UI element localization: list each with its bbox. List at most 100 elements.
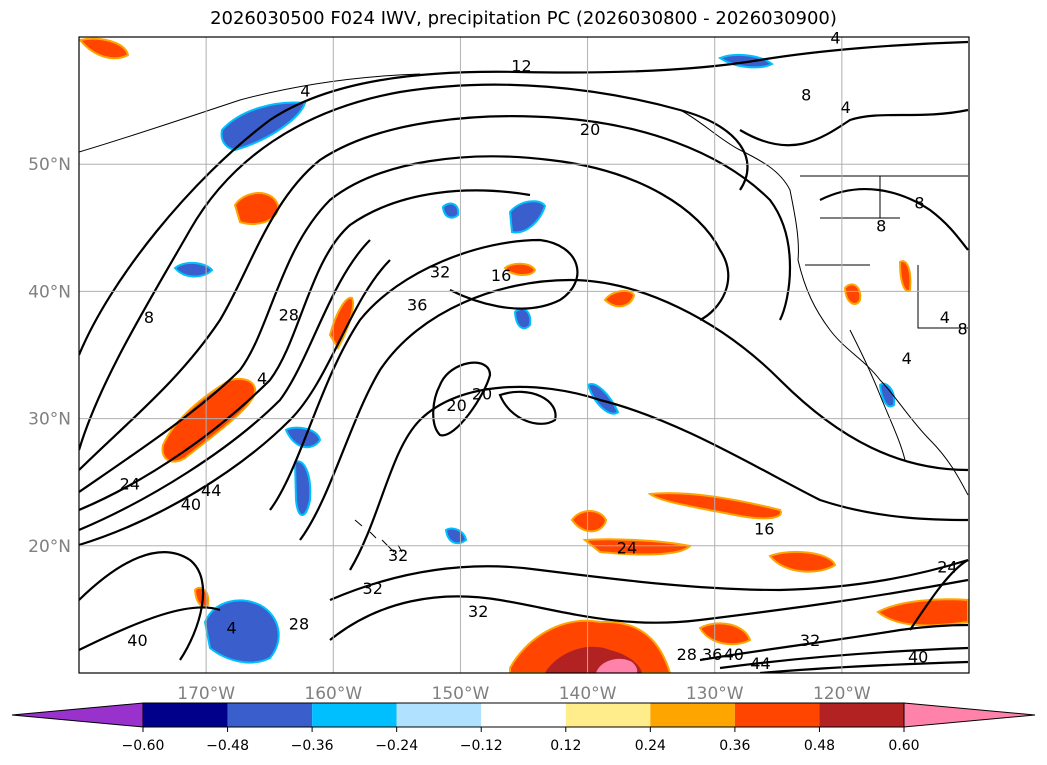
gridlines: [79, 37, 969, 673]
precip-negative-region: [586, 383, 620, 415]
contour-label: 40: [724, 645, 744, 664]
precip-positive-region: [328, 296, 354, 350]
contour-label: 4: [841, 98, 851, 117]
iwv-contour-line: [498, 390, 557, 425]
contour-label: 16: [754, 519, 774, 538]
colorbar-segment: [734, 703, 820, 727]
iwv-contour-line: [909, 559, 969, 631]
iwv-contour-line: [739, 108, 969, 147]
contour-label: 4: [940, 308, 950, 327]
y-tick-label: 20°N: [28, 537, 71, 557]
precip-positive-region: [698, 622, 752, 646]
iwv-contour-line: [719, 646, 969, 670]
colorbar-tick-label: 0.36: [719, 738, 750, 754]
colorbar-tick-label: −0.12: [460, 738, 503, 754]
colorbar-tick-label: 0.60: [888, 738, 919, 754]
x-tick-label: 160°W: [304, 684, 362, 704]
iwv-contours: [79, 40, 969, 673]
contour-label: 32: [388, 546, 408, 565]
chart-title: 2026030500 F024 IWV, precipitation PC (2…: [210, 8, 837, 29]
precip-negative-region: [284, 426, 322, 449]
precip-positive-region: [503, 262, 537, 276]
contour-label: 4: [300, 82, 310, 101]
contour-label: 28: [289, 615, 309, 634]
colorbar-segment: [143, 703, 228, 727]
colorbar-tick-label: 0.24: [635, 738, 666, 754]
colorbar-tick-label: 0.12: [550, 738, 581, 754]
contour-label: 4: [257, 369, 267, 388]
alaska-coastline: [79, 73, 421, 153]
colorbar-tick-label: −0.60: [122, 738, 165, 754]
precip-negative-region: [203, 599, 280, 664]
contour-label: 32: [430, 262, 450, 281]
contour-label: 32: [363, 579, 383, 598]
iwv-contour-line: [79, 115, 792, 471]
colorbar-segment: [396, 703, 482, 727]
colorbar-extend-high: [903, 702, 1036, 728]
precip-positive-region: [898, 260, 912, 292]
colorbar-segment: [227, 703, 313, 727]
precip-positive-region: [233, 192, 280, 225]
precip-negative-region: [513, 307, 532, 330]
contour-label: 4: [226, 618, 236, 637]
contour-label: 20: [580, 120, 600, 139]
contour-label: 8: [876, 217, 886, 236]
contour-label: 32: [468, 602, 488, 621]
precip-negative-region: [441, 202, 460, 219]
colorbar-tick-label: −0.36: [291, 738, 334, 754]
iwv-contour-line: [79, 189, 531, 512]
contour-label: 4: [830, 28, 840, 47]
precip-shading: [79, 37, 969, 673]
contour-label: 32: [800, 631, 820, 650]
iwv-contour-line: [269, 238, 579, 511]
iwv-contour-line: [79, 155, 730, 493]
precip-negative-region: [508, 200, 547, 234]
contour-label: 40: [127, 631, 147, 650]
colorbar-tick-label: 0.48: [804, 738, 835, 754]
contour-label: 24: [120, 475, 140, 494]
precip-positive-region: [843, 283, 862, 305]
iwv-contour-line: [79, 239, 371, 532]
contour-label: 20: [472, 384, 492, 403]
colorbar-segment: [565, 703, 651, 727]
contour-label: 12: [511, 56, 531, 75]
colorbar-tick-label: −0.24: [375, 738, 418, 754]
contour-label: 28: [279, 306, 299, 325]
contour-label: 8: [144, 308, 154, 327]
iwv-contour-line: [349, 385, 969, 571]
precip-positive-region: [193, 586, 210, 608]
contour-label: 40: [181, 495, 201, 514]
hawaii-islands: [354, 519, 403, 553]
contour-label: 44: [750, 654, 770, 673]
contour-label: 36: [407, 295, 427, 314]
precip-positive-region: [582, 538, 693, 556]
x-tick-label: 170°W: [177, 684, 235, 704]
precip-negative-region: [293, 460, 312, 516]
colorbar-segment: [650, 703, 735, 727]
x-tick-label: 150°W: [432, 684, 490, 704]
precip-negative-region: [444, 527, 468, 545]
iwv-contour-line: [329, 558, 969, 602]
y-tick-labels: 20°N 30°N 40°N 50°N: [28, 155, 71, 557]
x-tick-label: 130°W: [686, 684, 744, 704]
contour-label: 40: [908, 648, 928, 667]
contour-label: 44: [201, 481, 221, 500]
baja-coastline: [849, 329, 906, 461]
colorbar-frame: [142, 702, 905, 728]
precip-positive-region: [647, 492, 782, 520]
precip-positive-region: [79, 37, 130, 60]
iwv-contour-line: [79, 40, 969, 356]
contour-label: 24: [937, 557, 957, 576]
contour-label: 4: [902, 349, 912, 368]
iwv-contour-line: [819, 188, 969, 251]
y-tick-label: 50°N: [28, 155, 71, 175]
state-border: [805, 176, 968, 329]
precip-peak-region: [596, 658, 638, 673]
precip-positive-region: [603, 289, 636, 308]
x-tick-labels: 170°W 160°W 150°W 140°W 130°W 120°W: [177, 684, 871, 704]
colorbar-tick-label: −0.48: [206, 738, 249, 754]
iwv-contour-line: [79, 606, 221, 651]
contour-label: 36: [702, 645, 722, 664]
